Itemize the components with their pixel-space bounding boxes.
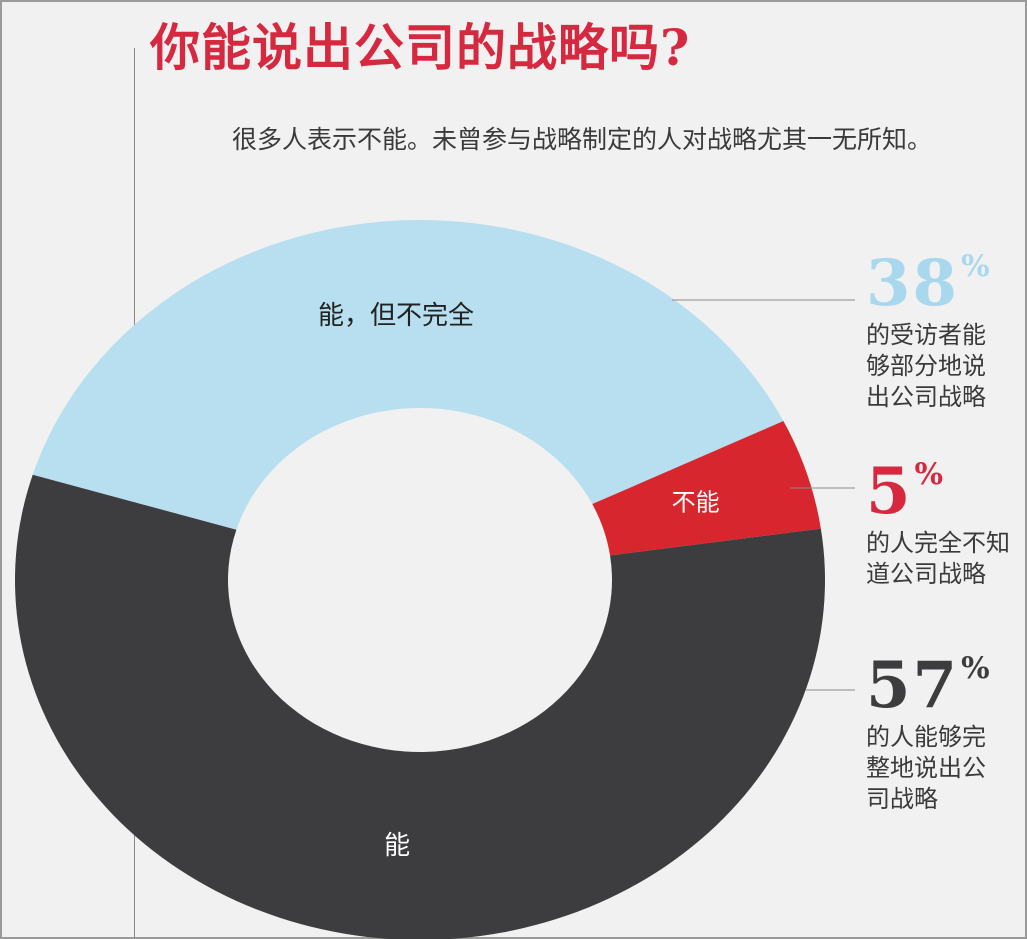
callout-cannot-unit: % — [914, 457, 946, 492]
callout-can-text: 的人能够完 整地说出公 司战略 — [866, 723, 986, 813]
callout-cannot-value: 5 — [866, 454, 913, 529]
callout-can-unit: % — [961, 651, 992, 686]
callout-partial-text: 的受访者能 够部分地说 出公司战略 — [866, 321, 986, 411]
callout-partial: 38% 的受访者能 够部分地说 出公司战略 — [866, 252, 1026, 413]
callout-partial-value: 38 — [866, 246, 960, 321]
page-title: 你能说出公司的战略吗? — [150, 18, 691, 77]
callout-cannot: 5% 的人完全不知 道公司战略 — [866, 460, 1026, 590]
slice-label-cannot: 不能 — [672, 488, 720, 516]
callout-cannot-percent: 5% — [866, 460, 1026, 524]
callout-cannot-text: 的人完全不知 道公司战略 — [866, 529, 1010, 588]
slice-can — [15, 474, 825, 939]
callout-partial-unit: % — [961, 249, 992, 284]
slice-cannot — [592, 421, 821, 556]
callout-can-value: 57 — [866, 648, 960, 723]
callout-can-percent: 57% — [866, 654, 1026, 718]
callout-partial-percent: 38% — [866, 252, 1026, 316]
slice-label-partial: 能，但不完全 — [318, 301, 474, 331]
slice-label-can: 能 — [384, 831, 410, 861]
intro-text: 很多人表示不能。未曾参与战略制定的人对战略尤其一无所知。 — [232, 125, 933, 154]
callout-can: 57% 的人能够完 整地说出公 司战略 — [866, 654, 1026, 815]
slice-partial — [32, 219, 784, 530]
